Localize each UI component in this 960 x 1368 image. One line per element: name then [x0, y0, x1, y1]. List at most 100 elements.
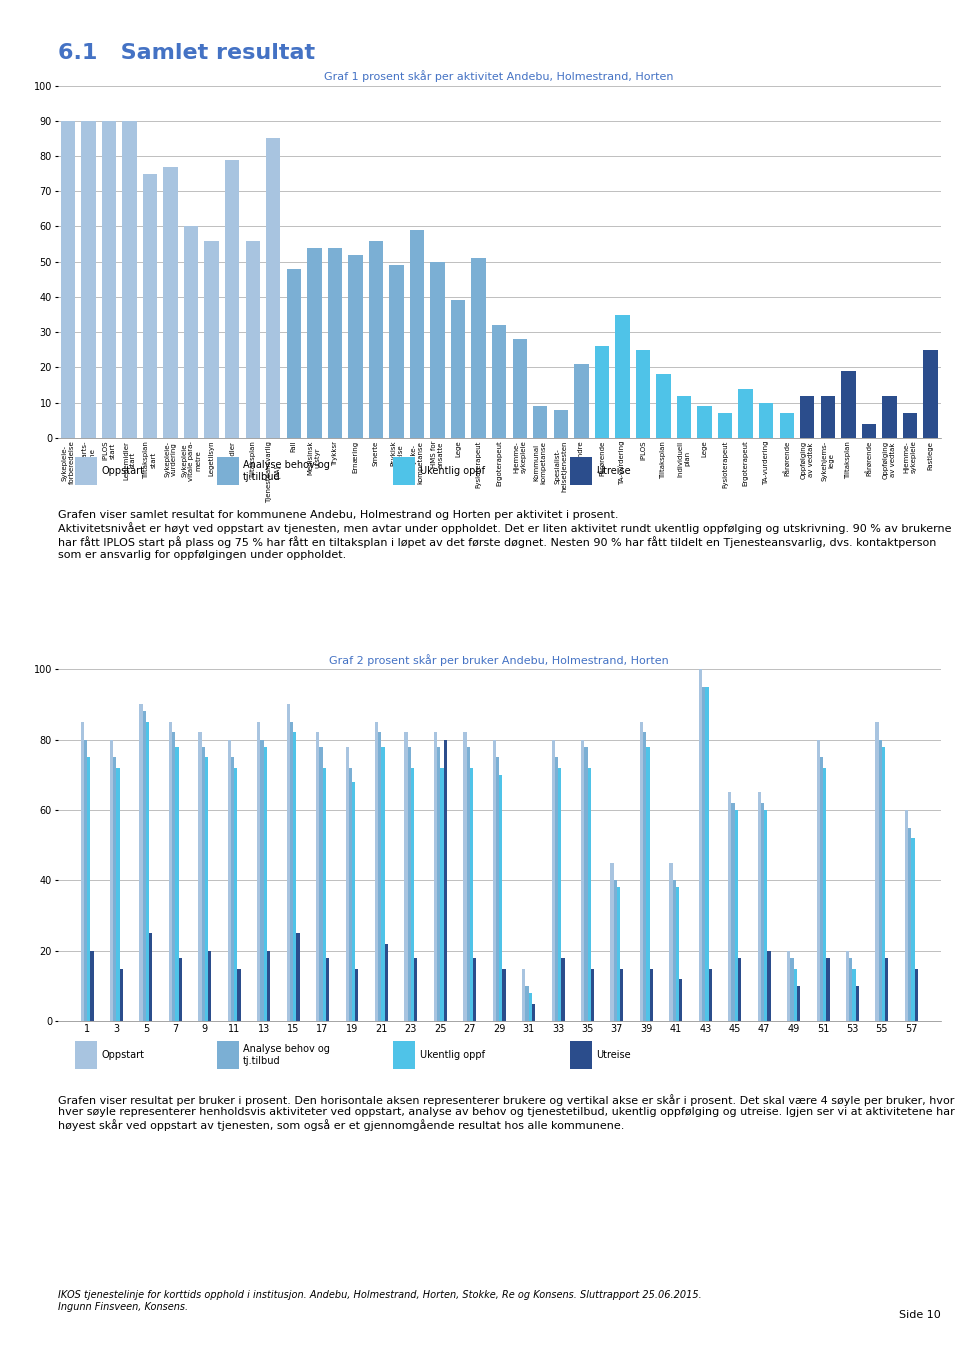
Bar: [911, 839, 915, 1022]
Bar: [850, 958, 852, 1022]
Bar: [882, 395, 897, 438]
Bar: [204, 241, 219, 438]
Bar: [620, 969, 623, 1022]
Bar: [738, 958, 741, 1022]
Bar: [902, 413, 917, 438]
Bar: [787, 951, 790, 1022]
Bar: [554, 409, 568, 438]
Bar: [110, 740, 113, 1022]
Bar: [225, 160, 239, 438]
Bar: [348, 254, 363, 438]
Bar: [316, 732, 320, 1022]
Bar: [679, 979, 683, 1022]
Bar: [199, 732, 202, 1022]
Bar: [390, 265, 404, 438]
Bar: [257, 722, 260, 1022]
Bar: [492, 326, 506, 438]
Bar: [414, 958, 418, 1022]
Bar: [767, 951, 771, 1022]
Bar: [699, 669, 702, 1022]
Bar: [75, 1041, 97, 1068]
Bar: [555, 757, 558, 1022]
Bar: [581, 740, 585, 1022]
Text: 6.1   Samlet resultat: 6.1 Samlet resultat: [58, 42, 315, 63]
Bar: [434, 732, 437, 1022]
Bar: [529, 993, 532, 1022]
Bar: [246, 241, 260, 438]
Bar: [794, 969, 797, 1022]
Bar: [650, 969, 653, 1022]
Bar: [697, 406, 711, 438]
Bar: [673, 881, 676, 1022]
Bar: [411, 767, 414, 1022]
Text: Ukentlig oppf: Ukentlig oppf: [420, 466, 485, 476]
Bar: [574, 364, 588, 438]
Bar: [355, 969, 358, 1022]
Bar: [905, 810, 908, 1022]
Bar: [378, 732, 381, 1022]
Bar: [385, 944, 388, 1022]
Bar: [237, 969, 241, 1022]
Bar: [139, 705, 143, 1022]
Text: Oppstart: Oppstart: [102, 466, 145, 476]
Text: Ukentlig oppf: Ukentlig oppf: [420, 1049, 485, 1060]
Bar: [348, 767, 352, 1022]
Bar: [60, 120, 75, 438]
Bar: [729, 792, 732, 1022]
Bar: [320, 747, 323, 1022]
Bar: [228, 740, 231, 1022]
Bar: [797, 986, 800, 1022]
Bar: [204, 757, 208, 1022]
Bar: [759, 402, 774, 438]
Bar: [325, 958, 329, 1022]
Bar: [908, 828, 911, 1022]
Text: Side 10: Side 10: [900, 1311, 941, 1320]
Bar: [852, 969, 855, 1022]
Bar: [410, 230, 424, 438]
Bar: [594, 346, 609, 438]
Bar: [734, 810, 738, 1022]
Bar: [217, 457, 239, 486]
Text: Grafen viser resultat per bruker i prosent. Den horisontale aksen representerer : Grafen viser resultat per bruker i prose…: [58, 1093, 954, 1131]
Bar: [208, 951, 211, 1022]
Bar: [346, 747, 348, 1022]
Bar: [297, 933, 300, 1022]
Bar: [646, 747, 650, 1022]
Bar: [266, 138, 280, 438]
Bar: [525, 986, 529, 1022]
Bar: [570, 457, 592, 486]
Bar: [323, 767, 325, 1022]
Bar: [143, 711, 146, 1022]
Bar: [231, 757, 234, 1022]
Text: Utreise: Utreise: [596, 1049, 631, 1060]
Bar: [513, 339, 527, 438]
Bar: [146, 722, 149, 1022]
Text: Analyse behov og
tj.tilbud: Analyse behov og tj.tilbud: [243, 461, 330, 482]
Bar: [496, 757, 499, 1022]
Bar: [441, 767, 444, 1022]
Bar: [677, 395, 691, 438]
Bar: [885, 958, 888, 1022]
Bar: [732, 803, 734, 1022]
Bar: [882, 747, 885, 1022]
Bar: [143, 174, 157, 438]
Bar: [823, 767, 827, 1022]
Bar: [87, 757, 90, 1022]
Bar: [264, 747, 267, 1022]
Bar: [120, 969, 123, 1022]
Bar: [375, 722, 378, 1022]
Bar: [552, 740, 555, 1022]
Text: IKOS tjenestelinje for korttids opphold i institusjon. Andebu, Holmestrand, Hort: IKOS tjenestelinje for korttids opphold …: [58, 1290, 702, 1312]
Bar: [846, 951, 850, 1022]
Bar: [841, 371, 855, 438]
Bar: [613, 881, 617, 1022]
Bar: [352, 781, 355, 1022]
Bar: [122, 120, 136, 438]
Bar: [855, 986, 859, 1022]
Bar: [588, 767, 590, 1022]
Bar: [116, 767, 120, 1022]
Bar: [611, 863, 613, 1022]
Bar: [184, 227, 199, 438]
Bar: [915, 969, 918, 1022]
Bar: [327, 248, 342, 438]
